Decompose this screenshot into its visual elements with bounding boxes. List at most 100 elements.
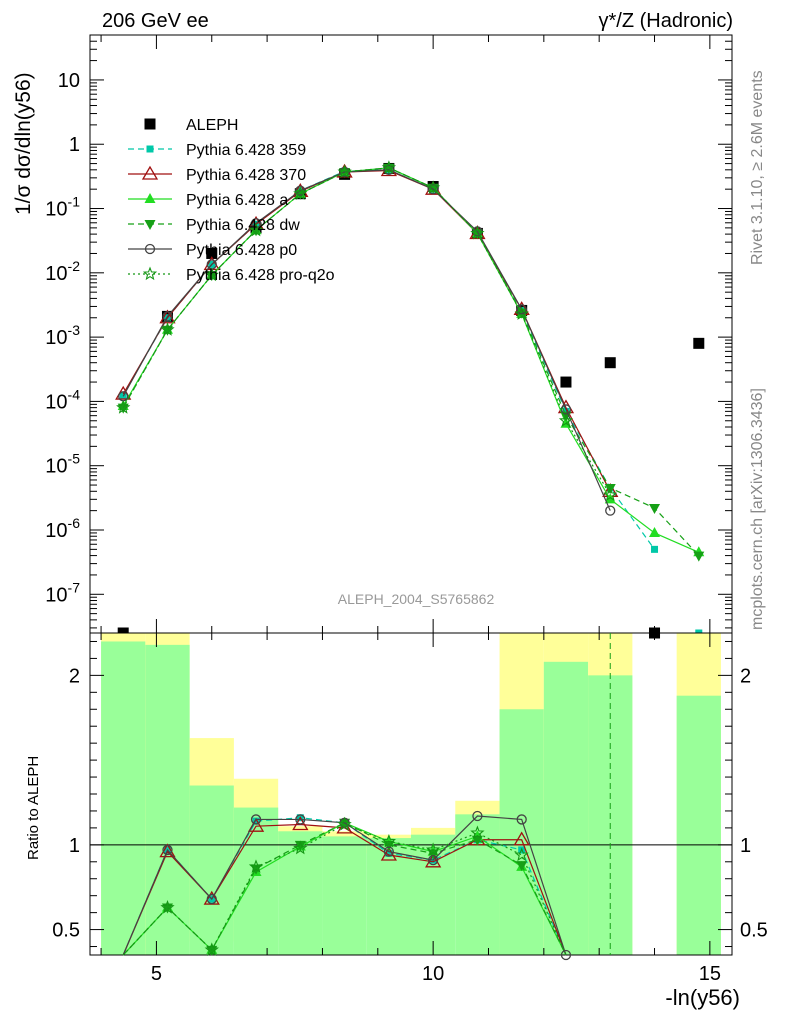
y-tick-label: 10-7 <box>45 579 80 606</box>
ratio-y-tick-label: 1 <box>69 835 80 857</box>
y-axis-label-ratio: Ratio to ALEPH <box>25 756 42 860</box>
marker-370 <box>425 853 442 868</box>
y-axis-label-main: 1/σ dσ/dln(y56) <box>12 72 35 215</box>
marker-dw <box>294 840 306 851</box>
aleph-point <box>206 247 218 259</box>
marker-p0 <box>472 810 483 822</box>
marker-p0 <box>295 814 306 825</box>
ratio-series-line-4 <box>122 815 567 956</box>
marker-pro-q2o <box>293 186 308 200</box>
aleph-point <box>693 337 705 349</box>
marker-pro-q2o <box>558 413 574 427</box>
legend-label-2: Pythia 6.428 370 <box>186 167 306 184</box>
marker-pro-q2o <box>337 164 352 178</box>
ratio-y-tick-label: 2 <box>69 665 80 687</box>
marker-pro-q2o <box>603 487 618 502</box>
y-tick-label: 10-3 <box>45 322 80 349</box>
marker-p0 <box>295 185 306 196</box>
marker-pro-q2o <box>381 160 397 174</box>
ratio-y-tick-label: 0.5 <box>52 920 80 942</box>
marker-pro-q2o <box>425 180 441 194</box>
y-tick-label: 10-5 <box>45 451 80 478</box>
marker-p0 <box>162 844 173 856</box>
marker-pro-q2o <box>160 899 175 914</box>
marker-370 <box>513 831 530 846</box>
marker-p0 <box>427 854 439 866</box>
marker-pro-q2o <box>470 825 485 839</box>
ratio-band-green-10 <box>543 661 589 955</box>
marker-359 <box>385 849 393 857</box>
aleph-point <box>560 376 572 388</box>
main-series-line-6 <box>122 167 611 496</box>
marker-pro-q2o <box>514 306 529 320</box>
marker-pro-q2o <box>160 322 175 336</box>
ratio-y-tick-label-right: 1 <box>740 835 751 857</box>
marker-pro-q2o <box>204 942 219 957</box>
marker-359 <box>146 145 154 153</box>
x-axis-label: -ln(y56) <box>665 985 740 1010</box>
marker-pro-q2o <box>514 847 529 862</box>
marker-p0 <box>383 164 395 175</box>
legend-label-1: Pythia 6.428 359 <box>186 142 306 159</box>
aleph-point <box>604 357 616 369</box>
marker-p0 <box>605 505 616 516</box>
marker-pro-q2o <box>470 225 485 240</box>
ratio-y-tick-label-right: 2 <box>740 665 751 687</box>
ratio-series-line-5 <box>122 823 567 956</box>
rivet-label: Rivet 3.1.10, ≥ 2.6M events <box>749 70 766 265</box>
marker-p0 <box>250 218 262 229</box>
marker-pro-q2o <box>337 816 352 831</box>
marker-p0 <box>206 893 217 905</box>
ratio-band-green-0 <box>101 641 146 955</box>
y-tick-label: 1 <box>69 134 80 156</box>
marker-p0 <box>516 304 527 315</box>
y-tick-label: 10-6 <box>45 515 80 542</box>
marker-pro-q2o <box>293 840 308 855</box>
main-panel: 10-7 10-6 10-5 10-4 10-3 10-2 10-1 1 10 ALEPH Pyth… <box>45 34 733 639</box>
y-tick-label: 10-2 <box>45 258 80 285</box>
x-tick-label: 15 <box>699 963 721 985</box>
marker-dw <box>144 220 156 230</box>
header-left: 206 GeV ee <box>102 10 209 32</box>
y-tick-label: 10-4 <box>45 386 80 413</box>
marker-p0 <box>427 184 439 195</box>
x-tick-label: 10 <box>422 963 444 985</box>
marker-370 <box>336 819 353 834</box>
marker-a <box>144 193 156 203</box>
marker-370 <box>141 165 159 180</box>
marker-pro-q2o <box>116 400 131 414</box>
ratio-y-tick-label-right: 0.5 <box>740 920 768 942</box>
legend-label-5: Pythia 6.428 p0 <box>186 242 297 259</box>
mcplots-label: mcplots.cern.ch [arXiv:1306.3436] <box>749 388 766 630</box>
main-series-line-5 <box>122 169 611 511</box>
marker-pro-q2o <box>425 842 441 857</box>
marker-dw <box>161 903 173 914</box>
ratio-band-green-3 <box>233 807 279 955</box>
marker-p0 <box>560 949 572 961</box>
marker-p0 <box>250 814 262 825</box>
ratio-band-green-2 <box>189 785 234 955</box>
marker-pro-q2o <box>142 266 158 281</box>
marker-dw <box>693 551 705 562</box>
marker-dw <box>339 818 351 829</box>
marker-p0 <box>383 846 395 857</box>
marker-dw <box>206 271 218 282</box>
marker-p0 <box>516 814 527 825</box>
marker-359 <box>252 817 260 825</box>
marker-pro-q2o <box>204 267 219 282</box>
ratio-band-green-4 <box>278 831 323 955</box>
marker-a <box>649 526 661 537</box>
marker-dw <box>516 861 528 872</box>
marker-p0 <box>144 243 156 255</box>
ratio-series-line-0 <box>122 817 567 956</box>
marker-p0 <box>162 311 173 322</box>
ratio-band-green-5 <box>322 836 367 955</box>
marker-a <box>604 493 616 504</box>
marker-pro-q2o <box>248 859 264 873</box>
marker-dw <box>471 835 483 846</box>
ratio-panel: 5 10 15 0.5 0.5 1 1 2 2 <box>52 632 768 985</box>
marker-370 <box>292 816 309 831</box>
y-tick-label: 10 <box>58 70 80 92</box>
ratio-band-green-12 <box>676 695 721 955</box>
